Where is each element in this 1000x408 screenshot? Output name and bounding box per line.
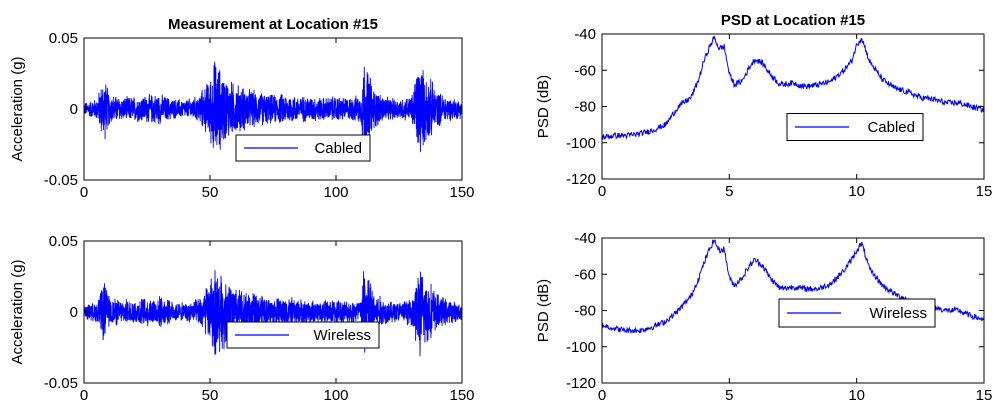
y-tick-label: -100 [566, 135, 596, 152]
y-tick-label: -60 [574, 266, 596, 283]
y-tick-label: 0 [70, 304, 78, 321]
series-line-cabled [602, 35, 984, 140]
chart-title: PSD at Location #15 [721, 12, 865, 29]
x-tick-label: 0 [80, 184, 88, 201]
y-axis-label: PSD (dB) [535, 75, 552, 138]
y-tick-label: -40 [574, 230, 596, 247]
y-tick-label: 0.05 [49, 30, 78, 47]
x-tick-label: 50 [202, 184, 219, 201]
x-tick-label: 150 [449, 184, 474, 201]
x-tick-label: 150 [449, 387, 474, 404]
y-tick-label: -0.05 [44, 172, 78, 189]
legend-label: Cabled [314, 140, 362, 157]
y-tick-label: 0 [70, 101, 78, 118]
x-tick-label: 0 [598, 387, 606, 404]
axes-box [601, 33, 985, 180]
y-tick-label: -120 [566, 375, 596, 392]
x-tick-label: 15 [976, 387, 993, 404]
x-tick-label: 0 [80, 387, 88, 404]
y-tick-label: -80 [574, 303, 596, 320]
legend: Cabled [786, 113, 924, 141]
legend-label: Wireless [869, 305, 927, 322]
legend: Cabled [235, 134, 371, 162]
y-tick-label: 0.05 [49, 233, 78, 250]
x-tick-label: 10 [848, 387, 865, 404]
x-tick-label: 10 [848, 183, 865, 200]
x-tick-label: 15 [976, 183, 993, 200]
y-tick-label: -80 [574, 99, 596, 116]
y-tick-label: -40 [574, 26, 596, 43]
x-tick-label: 50 [202, 387, 219, 404]
y-tick-label: -120 [566, 171, 596, 188]
y-axis-label: PSD (dB) [535, 279, 552, 342]
chart-psd-cabled: 0 5 10 15 -120 -100 -80 -60 -40 PSD at Location #… [535, 12, 992, 200]
x-tick-label: 100 [323, 387, 348, 404]
series-line-wireless [84, 270, 462, 357]
x-tick-label: 0 [598, 183, 606, 200]
x-tick-label: 100 [323, 184, 348, 201]
x-tick-label: 5 [725, 183, 733, 200]
y-axis-label: Acceleration (g) [9, 56, 26, 161]
y-tick-label: -0.05 [44, 375, 78, 392]
x-tick-label: 5 [725, 387, 733, 404]
y-tick-label: -60 [574, 62, 596, 79]
legend-label: Cabled [867, 119, 915, 136]
legend: Wireless [778, 298, 936, 328]
y-tick-label: -100 [566, 339, 596, 356]
legend: Wireless [226, 321, 380, 349]
legend-label: Wireless [313, 327, 371, 344]
series-line-cabled [84, 61, 462, 156]
y-axis-label: Acceleration (g) [9, 259, 26, 364]
chart-title: Measurement at Location #15 [168, 16, 378, 33]
